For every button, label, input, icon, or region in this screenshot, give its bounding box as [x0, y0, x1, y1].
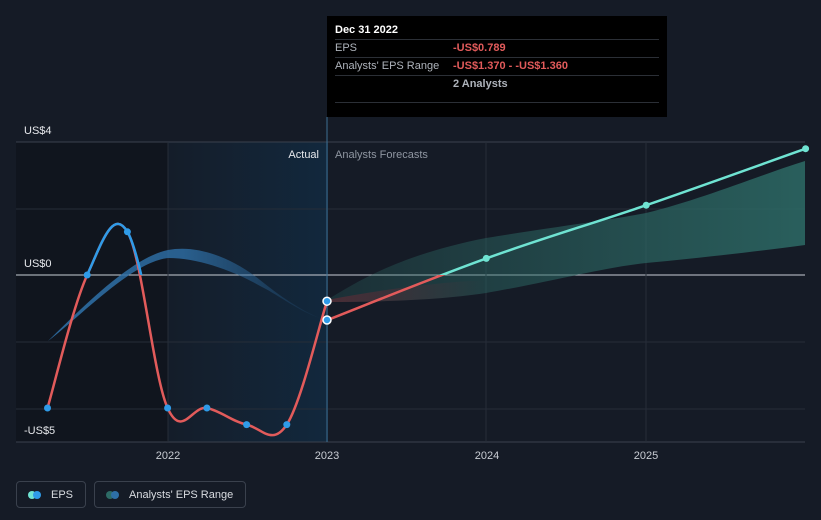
legend-label-eps: EPS — [51, 488, 74, 501]
forecast-line-negative-segment — [326, 275, 446, 322]
chart-legend: EPS Analysts' EPS Range — [16, 481, 247, 508]
tooltip-key: Analysts' EPS Range — [335, 60, 440, 72]
forecast-series-line — [438, 147, 807, 275]
tooltip-divider — [335, 102, 659, 103]
hover-tooltip: Dec 31 2022 EPS -US$0.789 Analysts' EPS … — [327, 16, 667, 117]
x-tick-label-2022: 2022 — [156, 450, 180, 462]
eps-point[interactable] — [44, 404, 51, 412]
y-tick-label-top: US$4 — [24, 125, 52, 137]
eps-point[interactable] — [243, 421, 251, 429]
forecast-points — [482, 145, 810, 262]
range-swatch-icon — [106, 490, 122, 499]
tooltip-value: -US$0.789 — [453, 42, 506, 54]
tooltip-key — [335, 76, 453, 93]
pre-2022-shade — [16, 142, 168, 442]
forecast-negative-band — [327, 280, 486, 302]
eps-point[interactable] — [322, 296, 332, 306]
tooltip-date: Dec 31 2022 — [335, 24, 398, 36]
tooltip-row-eps: EPS -US$0.789 — [335, 39, 659, 57]
legend-label-range: Analysts' EPS Range — [129, 488, 234, 501]
forecast-point[interactable] — [482, 254, 490, 262]
legend-item-eps[interactable]: EPS — [16, 481, 87, 508]
analysts-forecasts-label: Analysts Forecasts — [335, 149, 428, 161]
past-range-band — [48, 248, 320, 341]
eps-point[interactable] — [203, 404, 211, 412]
eps-point[interactable] — [164, 404, 172, 412]
eps-points — [44, 228, 332, 429]
forecast-point[interactable] — [802, 145, 810, 153]
tooltip-value: -US$1.370 - -US$1.360 — [453, 60, 568, 72]
eps-point[interactable] — [283, 421, 291, 429]
y-tick-label-bottom: -US$5 — [24, 425, 55, 437]
range-low-marker[interactable] — [322, 315, 332, 325]
eps-point[interactable] — [123, 228, 131, 236]
eps-swatch-icon — [28, 490, 44, 499]
eps-line-positive-segment — [85, 222, 143, 275]
x-tick-label-2024: 2024 — [475, 450, 499, 462]
actual-label: Actual — [288, 149, 319, 161]
forecast-point[interactable] — [642, 201, 650, 209]
tooltip-key: EPS — [335, 42, 358, 54]
tooltip-row-range: Analysts' EPS Range -US$1.370 - -US$1.36… — [335, 57, 659, 75]
tooltip-value: 2 Analysts — [453, 78, 508, 90]
legend-item-range[interactable]: Analysts' EPS Range — [94, 481, 247, 508]
eps-point[interactable] — [83, 271, 91, 279]
tooltip-row-analysts: 2 Analysts — [335, 75, 659, 93]
actual-period-shade — [168, 142, 328, 442]
x-tick-label-2023: 2023 — [315, 450, 339, 462]
x-tick-label-2025: 2025 — [634, 450, 658, 462]
y-tick-label-zero: US$0 — [24, 258, 52, 270]
